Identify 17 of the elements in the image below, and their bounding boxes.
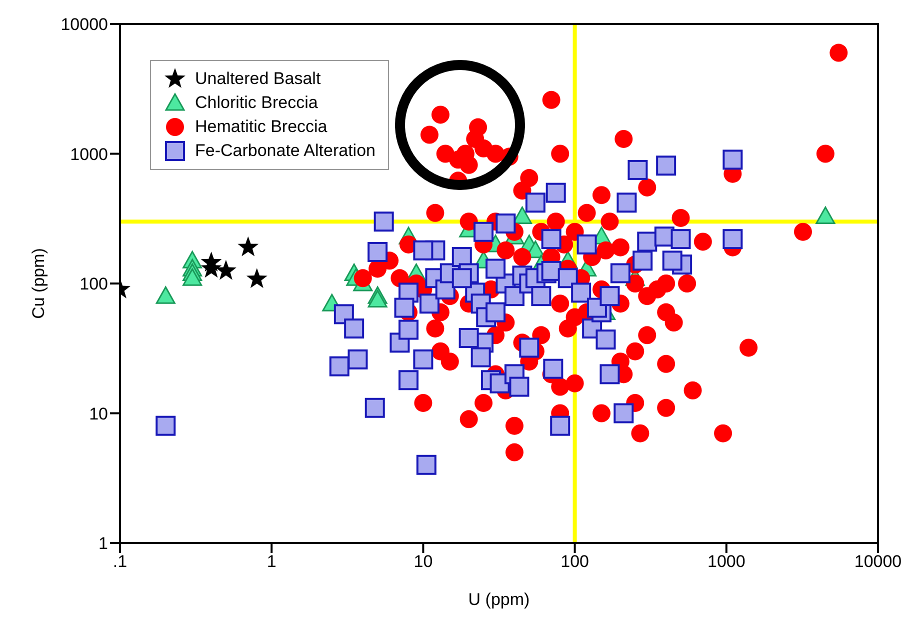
x-tick-label: 100	[560, 552, 589, 572]
legend-label: Chloritic Breccia	[195, 92, 318, 114]
legend-label: Unaltered Basalt	[195, 68, 321, 90]
y-tick-label: 1	[98, 534, 108, 554]
y-tick-label: 10	[89, 404, 108, 424]
x-tick-label: 10000	[854, 552, 902, 572]
legend-label: Hematitic Breccia	[195, 116, 328, 138]
y-tick-label: 10000	[60, 15, 108, 34]
y-tick-label: 100	[80, 274, 108, 294]
x-tick-label: .1	[112, 552, 128, 572]
legend-label: Fe-Carbonate Alteration	[195, 140, 376, 162]
y-axis-title: Cu (ppm)	[29, 248, 48, 319]
x-tick-label: 1	[266, 552, 276, 572]
x-tick-label: 10	[414, 552, 433, 572]
x-axis-title: U (ppm)	[468, 590, 530, 609]
x-tick-label: 1000	[707, 552, 746, 572]
y-tick-label: 1000	[70, 144, 108, 164]
